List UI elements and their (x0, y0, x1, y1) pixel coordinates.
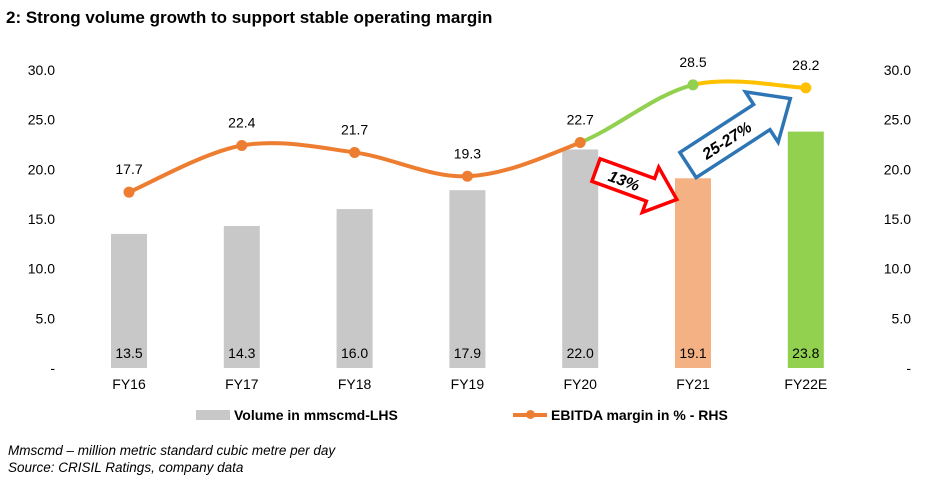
footnote: Mmscmd – million metric standard cubic m… (8, 443, 336, 458)
growth-arrow: 25-27% (677, 89, 793, 181)
legend-swatch-line (513, 410, 547, 419)
left-axis-tick-label: 25.0 (28, 112, 55, 128)
left-axis-tick-label: 15.0 (28, 211, 55, 227)
bar-FY16 (111, 233, 147, 368)
chart-title: 2: Strong volume growth to support stabl… (6, 8, 493, 27)
left-axis-tick-label: - (50, 360, 55, 376)
right-axis-tick-label: - (906, 360, 911, 376)
line-data-label: 17.7 (115, 161, 142, 177)
line-point-FY20 (574, 137, 586, 149)
arrow-shape (677, 89, 793, 181)
left-axis-tick-label: 20.0 (28, 161, 55, 177)
legend-item-volume: Volume in mmscmd-LHS (196, 407, 398, 423)
line-segment (578, 82, 695, 145)
x-axis-tick-label: FY22E (784, 376, 827, 392)
line-point-FY19 (461, 170, 473, 182)
line-point-FY16 (123, 186, 135, 198)
bar-data-label: 19.1 (679, 345, 706, 361)
x-axis-tick-label: FY18 (338, 376, 372, 392)
bar-data-label: 22.0 (567, 345, 594, 361)
line-segment (352, 150, 470, 179)
right-axis-tick-label: 15.0 (884, 211, 911, 227)
right-axis-tick-label: 25.0 (884, 112, 911, 128)
bar-FY18 (336, 209, 373, 368)
line-point-FY22E (800, 82, 812, 94)
legend-item-ebitda: EBITDA margin in % - RHS (513, 407, 728, 423)
legend-label: EBITDA margin in % - RHS (551, 407, 728, 423)
bar-FY19 (449, 190, 486, 368)
line-data-label: 28.2 (792, 57, 819, 73)
left-axis-tick-label: 5.0 (36, 310, 56, 326)
x-axis-tick-label: FY16 (112, 376, 146, 392)
line-point-FY17 (236, 139, 248, 151)
line-data-label: 19.3 (454, 145, 481, 161)
line-point-FY21 (687, 79, 699, 91)
right-axis-tick-label: 10.0 (884, 261, 911, 277)
line-segment (127, 143, 244, 195)
right-axis-tick-label: 5.0 (892, 310, 912, 326)
source-note: Source: CRISIL Ratings, company data (8, 460, 244, 475)
line-segment (691, 79, 808, 90)
bar-FY21 (675, 178, 711, 368)
x-axis-tick-label: FY17 (225, 376, 259, 392)
line-segment (239, 141, 357, 155)
legend-label: Volume in mmscmd-LHS (234, 407, 398, 423)
line-data-label: 22.7 (567, 112, 594, 128)
line-data-label: 28.5 (679, 54, 706, 70)
line-data-label: 22.4 (228, 114, 255, 130)
x-axis-tick-label: FY19 (451, 376, 485, 392)
bar-data-label: 23.8 (792, 345, 819, 361)
right-axis-tick-label: 20.0 (884, 161, 911, 177)
arrow-shape (589, 156, 680, 216)
bar-FY20 (562, 149, 599, 368)
bar-FY17 (223, 225, 260, 368)
left-axis-tick-label: 10.0 (28, 261, 55, 277)
right-axis-tick-label: 30.0 (884, 62, 911, 78)
bar-data-label: 16.0 (341, 345, 368, 361)
x-axis-tick-label: FY21 (676, 376, 710, 392)
line-data-label: 21.7 (341, 121, 368, 137)
bar-FY22E (787, 131, 824, 368)
line-segment (465, 140, 583, 179)
bar-data-label: 17.9 (454, 345, 481, 361)
x-axis-tick-label: FY20 (563, 376, 597, 392)
bar-data-label: 13.5 (115, 345, 142, 361)
legend-swatch-bar (196, 410, 230, 420)
left-axis-tick-label: 30.0 (28, 62, 55, 78)
bar-data-label: 14.3 (228, 345, 255, 361)
line-point-FY18 (349, 146, 361, 158)
decline-arrow: 13% (589, 156, 680, 216)
